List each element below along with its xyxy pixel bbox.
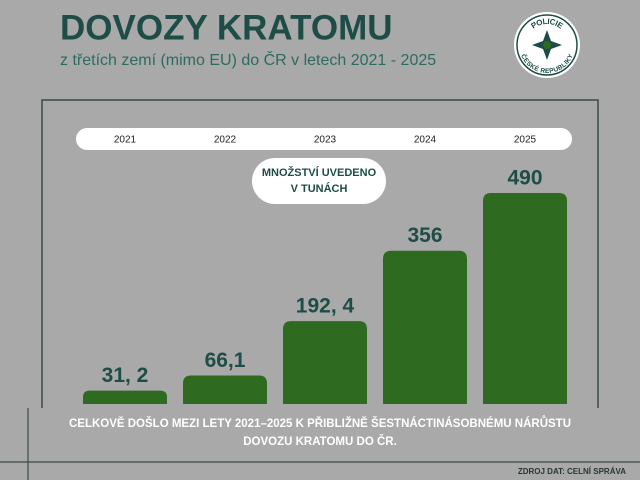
bar <box>283 321 367 404</box>
note: DOVOZU KRATOMU DO ČR. <box>243 435 397 448</box>
bar <box>83 390 167 404</box>
chart-subtitle: z třetích zemí (mimo EU) do ČR v letech … <box>60 50 436 69</box>
logo: POLICIE ČESKÉ REPUBLIKY <box>514 12 580 78</box>
bar <box>383 250 467 404</box>
x-tick-label: 2025 <box>514 135 537 146</box>
footer-frame <box>0 408 640 480</box>
value-label: 490 <box>507 167 542 190</box>
year-pill <box>76 128 572 150</box>
x-tick-label: 2024 <box>414 135 437 146</box>
annotation-pill <box>252 158 386 204</box>
note: CELKOVĚ DOŠLO MEZI LETY 2021–2025 K PŘIB… <box>69 416 571 430</box>
x-tick-label: 2021 <box>114 135 137 146</box>
value-label: 356 <box>407 224 442 247</box>
frame <box>41 99 599 408</box>
source: ZDROJ DAT: CELNÍ SPRÁVA <box>518 467 626 476</box>
value-label: 66,1 <box>205 349 246 372</box>
x-tick-label: 2022 <box>214 135 237 146</box>
chart-title: DOVOZY KRATOMU <box>60 8 393 47</box>
annotation: V TUNÁCH <box>291 182 348 195</box>
annotation: MNOŽSTVÍ UVEDENO <box>262 166 377 179</box>
value-label: 31, 2 <box>102 364 149 387</box>
x-tick-label: 2023 <box>314 135 337 146</box>
bar <box>483 193 567 404</box>
value-label: 192, 4 <box>296 295 355 318</box>
logo-ring <box>516 14 578 76</box>
logo-center <box>543 41 551 49</box>
bar <box>183 375 267 404</box>
